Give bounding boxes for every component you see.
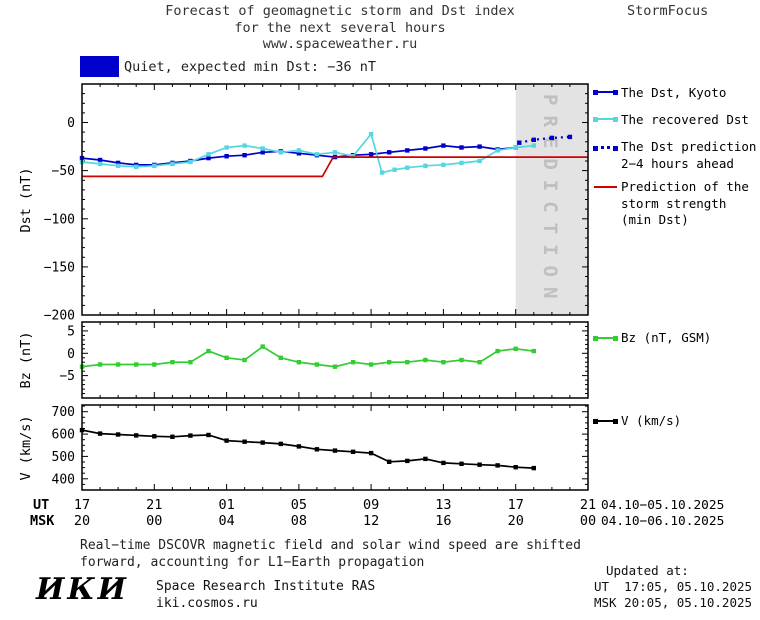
msk-tick-label: 12 (363, 513, 379, 529)
updated-msk-time: MSK 20:05, 05.10.2025 (594, 595, 753, 610)
legend-marker-dst-kyoto (593, 89, 618, 95)
ut-tick-label: 17 (508, 497, 524, 513)
x-axis-labels: UTMSK1720210001040508091213161720210004.… (30, 497, 724, 529)
legend-bz-label: Bz (nT, GSM) (621, 330, 712, 345)
y-tick-label: 600 (52, 428, 75, 443)
institute-name: Space Research Institute RAS (156, 579, 376, 594)
legend-marker-dst-prediction (593, 145, 618, 151)
y-tick-label: 700 (52, 405, 75, 420)
footnote-line-2: forward, accounting for L1−Earth propaga… (80, 555, 425, 570)
series-recovered_dst (81, 132, 534, 174)
ut-prefix: UT (33, 497, 49, 513)
legend-dst-prediction-label-2: 2−4 hours ahead (621, 156, 734, 171)
footnote-line-1: Real−time DSCOVR magnetic field and sola… (80, 538, 581, 553)
y-tick-label: 0 (67, 347, 75, 362)
y-tick-label: 400 (52, 472, 75, 487)
markers-v (79, 427, 536, 471)
series-dst_prediction (519, 135, 570, 144)
msk-tick-label: 20 (508, 513, 524, 529)
y-tick-label: −200 (44, 309, 75, 324)
panel-dst-frame (81, 83, 589, 316)
legend-dst-prediction-label-1: The Dst prediction (621, 139, 757, 154)
msk-prefix: MSK (30, 513, 55, 529)
msk-date-range: 04.10−06.10.2025 (601, 514, 724, 529)
msk-tick-label: 20 (74, 513, 90, 529)
series-storm_strength (82, 156, 588, 178)
panel-v-ytick-labels: 700 600 500 400 (52, 405, 75, 487)
ylabel-bz: Bz (nT) (18, 332, 34, 389)
ylabel-v: V (km/s) (18, 415, 34, 480)
updated-ut-time: UT 17:05, 05.10.2025 (594, 579, 753, 594)
series-bz (81, 345, 534, 368)
series-v (81, 429, 534, 469)
legend-marker-recovered-dst (593, 116, 618, 122)
y-tick-label: −150 (44, 260, 75, 275)
institute-website: iki.cosmos.ru (156, 596, 258, 611)
ut-tick-label: 21 (146, 497, 162, 513)
msk-tick-label: 04 (218, 513, 234, 529)
panel-dst-ticks (81, 83, 589, 316)
legend-marker-storm-strength (594, 186, 617, 188)
legend-storm-strength-label-1: Prediction of the (621, 179, 749, 194)
y-tick-label: 5 (67, 324, 75, 339)
msk-tick-label: 16 (435, 513, 451, 529)
ut-tick-label: 05 (291, 497, 307, 513)
y-tick-label: 0 (67, 116, 75, 131)
panel-bz-ticks (81, 321, 589, 399)
title-url: www.spaceweather.ru (262, 36, 418, 52)
ut-tick-label: 21 (580, 497, 596, 513)
brand-name: StormFocus (627, 3, 709, 19)
msk-tick-label: 08 (291, 513, 307, 529)
legend-recovered-dst-label: The recovered Dst (621, 112, 749, 127)
status-text: Quiet, expected min Dst: −36 nT (124, 59, 376, 75)
markers-recovered_dst (79, 131, 536, 175)
panel-v-frame (81, 404, 589, 491)
page-title: Forecast of geomagnetic storm and Dst in… (90, 3, 590, 53)
storm-level-swatch (80, 56, 119, 77)
panel-v-ticks (81, 405, 589, 491)
prediction-band (515, 84, 588, 315)
iki-logo: ИКИ (36, 572, 129, 607)
ut-tick-label: 09 (363, 497, 379, 513)
legend-storm-strength-label-2: storm strength (621, 196, 727, 211)
y-tick-label: −5 (59, 369, 75, 384)
ut-tick-label: 13 (435, 497, 451, 513)
msk-tick-label: 00 (580, 513, 596, 529)
markers-dst_prediction (517, 134, 573, 145)
y-tick-label: 500 (52, 450, 75, 465)
panel-bz-frame (81, 321, 589, 399)
footnote: Real−time DSCOVR magnetic field and sola… (80, 537, 581, 571)
y-tick-label: −50 (52, 164, 75, 179)
prediction-band-label: PREDICTION (539, 94, 561, 308)
panel-bz-ytick-labels: 5 0 −5 (59, 324, 75, 384)
y-tick-label: −100 (44, 212, 75, 227)
ut-tick-label: 17 (74, 497, 90, 513)
legend-marker-v (593, 418, 618, 424)
ut-tick-label: 01 (218, 497, 234, 513)
ylabel-dst: Dst (nT) (18, 167, 34, 232)
title-line-1: Forecast of geomagnetic storm and Dst in… (165, 3, 515, 19)
legend-marker-bz (593, 335, 618, 341)
updated-at-label: Updated at: (606, 563, 689, 578)
msk-tick-label: 00 (146, 513, 162, 529)
markers-bz (79, 344, 536, 369)
legend-dst-kyoto-label: The Dst, Kyoto (621, 85, 727, 100)
legend-v-label: V (km/s) (621, 413, 682, 428)
legend-storm-strength-label-3: (min Dst) (621, 212, 689, 227)
title-line-2: for the next several hours (234, 19, 446, 36)
panel-dst-ytick-labels: 0 −50 −100 −150 −200 (44, 116, 75, 324)
ut-date-range: 04.10−05.10.2025 (601, 498, 724, 513)
